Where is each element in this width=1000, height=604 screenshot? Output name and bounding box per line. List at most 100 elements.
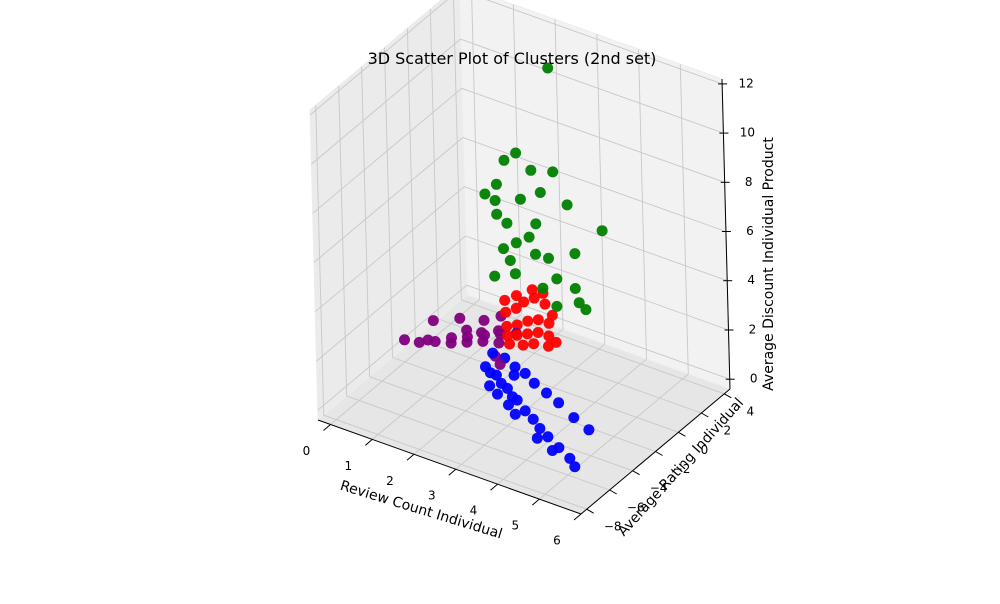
data-point-series-1 <box>564 452 576 464</box>
z-grid-line-left <box>311 38 461 165</box>
x-grid-line-back <box>638 49 647 360</box>
data-point-series-1 <box>501 382 513 394</box>
data-point-series-1 <box>527 413 539 425</box>
z-grid-line-left <box>316 235 466 362</box>
x-tick-label: 2 <box>386 474 394 488</box>
y-tick-mark <box>586 508 594 514</box>
data-point-series-1 <box>531 432 543 444</box>
y-grid-line-left <box>429 8 439 320</box>
data-point-series-3 <box>511 329 523 341</box>
z-grid-line-back <box>460 38 724 134</box>
data-point-series-4 <box>510 147 522 159</box>
data-point-series-4 <box>490 178 502 190</box>
data-point-series-4 <box>498 243 509 255</box>
y-grid-line-left <box>406 28 416 339</box>
data-point-series-4 <box>523 231 535 243</box>
data-point-series-1 <box>569 461 581 473</box>
data-point-series-4 <box>504 255 516 266</box>
x-tick-label: 1 <box>344 459 352 473</box>
data-point-series-4 <box>543 252 554 264</box>
data-point-series-2 <box>429 336 441 347</box>
grid-lines <box>309 0 731 515</box>
z-grid-line-back <box>461 87 725 183</box>
data-point-series-4 <box>530 218 542 230</box>
y-tick-label: 0 <box>701 443 709 457</box>
z-grid-line-back <box>486 0 723 85</box>
y-grid-line-left <box>315 105 325 416</box>
data-point-series-4 <box>596 225 608 237</box>
y-tick-mark <box>678 431 686 437</box>
data-point-series-3 <box>500 306 512 318</box>
data-point-series-4 <box>509 268 521 280</box>
data-point-series-3 <box>539 298 551 310</box>
z-grid-line-back <box>462 137 727 232</box>
data-point-series-3 <box>543 317 555 329</box>
data-point-series-4 <box>501 217 513 229</box>
data-point-series-3 <box>504 338 515 350</box>
data-point-series-3 <box>528 292 540 304</box>
data-point-series-1 <box>509 408 521 420</box>
data-point-series-3 <box>517 339 529 351</box>
data-point-series-4 <box>573 297 585 309</box>
data-point-series-3 <box>510 290 522 302</box>
data-point-series-2 <box>477 335 489 347</box>
z-tick-label: 10 <box>740 126 755 140</box>
data-point-series-1 <box>546 445 558 456</box>
data-point-series-3 <box>526 284 538 296</box>
z-grid-line-left <box>312 87 462 214</box>
data-point-series-4 <box>479 188 491 200</box>
z-tick-label: 2 <box>749 323 757 337</box>
y-grid-line-floor <box>415 337 679 433</box>
x-tick-mark <box>406 453 415 461</box>
x-tick-mark <box>490 483 498 491</box>
data-point-series-1 <box>503 399 514 411</box>
data-point-series-1 <box>519 367 531 379</box>
y-grid-line-floor <box>392 357 656 452</box>
data-point-series-3 <box>532 314 544 326</box>
z-grid-line-back <box>466 284 730 380</box>
z-grid-line-left <box>317 284 467 411</box>
data-point-series-4 <box>569 248 581 260</box>
data-point-series-4 <box>551 300 563 312</box>
y-grid-line-floor <box>323 414 587 510</box>
tick-marks <box>323 83 735 521</box>
data-point-series-1 <box>541 387 552 399</box>
z-grid-line-left <box>309 0 448 116</box>
z-grid-line-left <box>313 137 464 263</box>
data-point-series-3 <box>501 320 513 332</box>
data-point-series-2 <box>493 337 505 349</box>
x-tick-mark <box>573 513 582 521</box>
data-point-series-3 <box>499 294 511 306</box>
data-point-series-4 <box>525 164 537 176</box>
y-tick-label: −8 <box>604 520 622 534</box>
y-tick-label: −6 <box>627 501 645 515</box>
data-point-series-4 <box>547 166 559 178</box>
y-grid-line-floor <box>346 395 610 491</box>
y-tick-label: 4 <box>746 404 754 418</box>
data-point-series-3 <box>532 327 544 338</box>
data-point-series-2 <box>427 315 439 327</box>
data-point-series-1 <box>568 412 580 424</box>
x-tick-label: 3 <box>428 489 436 503</box>
data-point-series-1 <box>490 369 502 381</box>
data-point-series-4 <box>530 248 541 260</box>
data-point-series-4 <box>534 187 546 198</box>
data-points <box>399 62 608 473</box>
x-tick-label: 6 <box>553 534 561 548</box>
data-point-series-4 <box>498 154 510 166</box>
data-point-series-4 <box>542 62 554 74</box>
data-point-series-3 <box>543 330 555 342</box>
data-point-series-1 <box>519 405 531 417</box>
x-tick-mark <box>448 468 457 476</box>
data-point-series-2 <box>399 334 410 346</box>
z-tick-label: 6 <box>746 224 754 238</box>
data-point-series-1 <box>553 397 565 409</box>
data-point-series-4 <box>551 273 563 285</box>
data-point-series-4 <box>537 282 549 294</box>
x-axis-line <box>317 419 582 515</box>
x-grid-line-back <box>596 34 606 345</box>
x-tick-mark <box>531 498 540 506</box>
data-point-series-1 <box>509 361 521 373</box>
